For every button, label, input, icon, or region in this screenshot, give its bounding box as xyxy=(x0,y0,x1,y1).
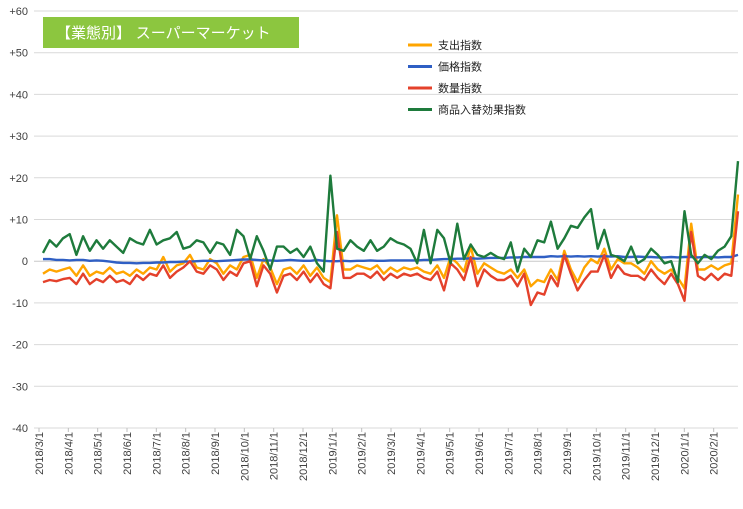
y-tick-label: +30 xyxy=(9,131,28,143)
x-tick-label: 2020/1/1 xyxy=(679,432,691,475)
x-tick-label: 2019/1/1 xyxy=(327,432,339,475)
chart-title-box: 【業態別】 スーパーマーケット xyxy=(43,17,299,48)
legend-label-1: 価格指数 xyxy=(438,60,482,74)
x-tick-label: 2019/5/1 xyxy=(445,432,457,475)
y-tick-label: -20 xyxy=(12,340,28,352)
x-tick-label: 2019/3/1 xyxy=(386,432,398,475)
y-tick-label: +10 xyxy=(9,215,28,227)
x-tick-label: 2019/8/1 xyxy=(533,432,545,475)
x-tick-label: 2019/12/1 xyxy=(650,432,662,481)
legend-label-0: 支出指数 xyxy=(438,38,482,52)
x-tick-label: 2018/9/1 xyxy=(210,432,222,475)
y-tick-label: +40 xyxy=(9,89,28,101)
x-tick-label: 2018/10/1 xyxy=(239,432,251,481)
x-tick-label: 2019/9/1 xyxy=(562,432,574,475)
legend-label-2: 数量指数 xyxy=(438,81,482,95)
series-line-3 xyxy=(41,160,740,284)
gridlines xyxy=(34,10,738,429)
chart-title: 【業態別】 スーパーマーケット xyxy=(56,24,271,42)
y-tick-label: -40 xyxy=(12,423,28,435)
x-tick-label: 2018/6/1 xyxy=(122,432,134,475)
y-tick-label: +50 xyxy=(9,48,28,60)
x-axis-tick-labels: 2018/3/1 2018/4/1 2018/5/1 2018/6/1 2018/7/1… xyxy=(34,428,721,481)
x-tick-label: 2019/11/1 xyxy=(621,432,633,480)
x-tick-label: 2018/11/1 xyxy=(269,432,281,480)
y-axis-tick-labels: -40 -30 -20 -10 0 +10 +20 +30 +40 +50 +60 xyxy=(9,6,28,435)
x-tick-label: 2020/2/1 xyxy=(709,432,721,475)
x-tick-label: 2018/12/1 xyxy=(298,432,310,481)
x-tick-label: 2019/10/1 xyxy=(591,432,603,481)
legend-label-3: 商品入替効果指数 xyxy=(438,103,526,117)
x-tick-label: 2018/8/1 xyxy=(181,432,193,475)
series-lines xyxy=(41,160,740,307)
y-tick-label: +20 xyxy=(9,173,28,185)
y-tick-label: -10 xyxy=(12,298,28,310)
x-tick-label: 2018/7/1 xyxy=(151,432,163,475)
y-tick-label: -30 xyxy=(12,381,28,393)
x-tick-label: 2018/4/1 xyxy=(63,432,75,475)
x-tick-label: 2019/7/1 xyxy=(503,432,515,475)
x-tick-label: 2019/2/1 xyxy=(357,432,369,475)
chart-title-background xyxy=(43,17,299,48)
series-line-0 xyxy=(42,194,740,290)
x-tick-label: 2018/3/1 xyxy=(34,432,46,475)
x-tick-label: 2019/4/1 xyxy=(415,432,427,475)
series-line-1 xyxy=(43,253,739,265)
series-line-2 xyxy=(42,211,740,307)
x-tick-label: 2019/6/1 xyxy=(474,432,486,475)
y-tick-label: 0 xyxy=(22,256,28,268)
y-tick-label: +60 xyxy=(9,6,28,18)
x-tick-label: 2018/5/1 xyxy=(93,432,105,475)
